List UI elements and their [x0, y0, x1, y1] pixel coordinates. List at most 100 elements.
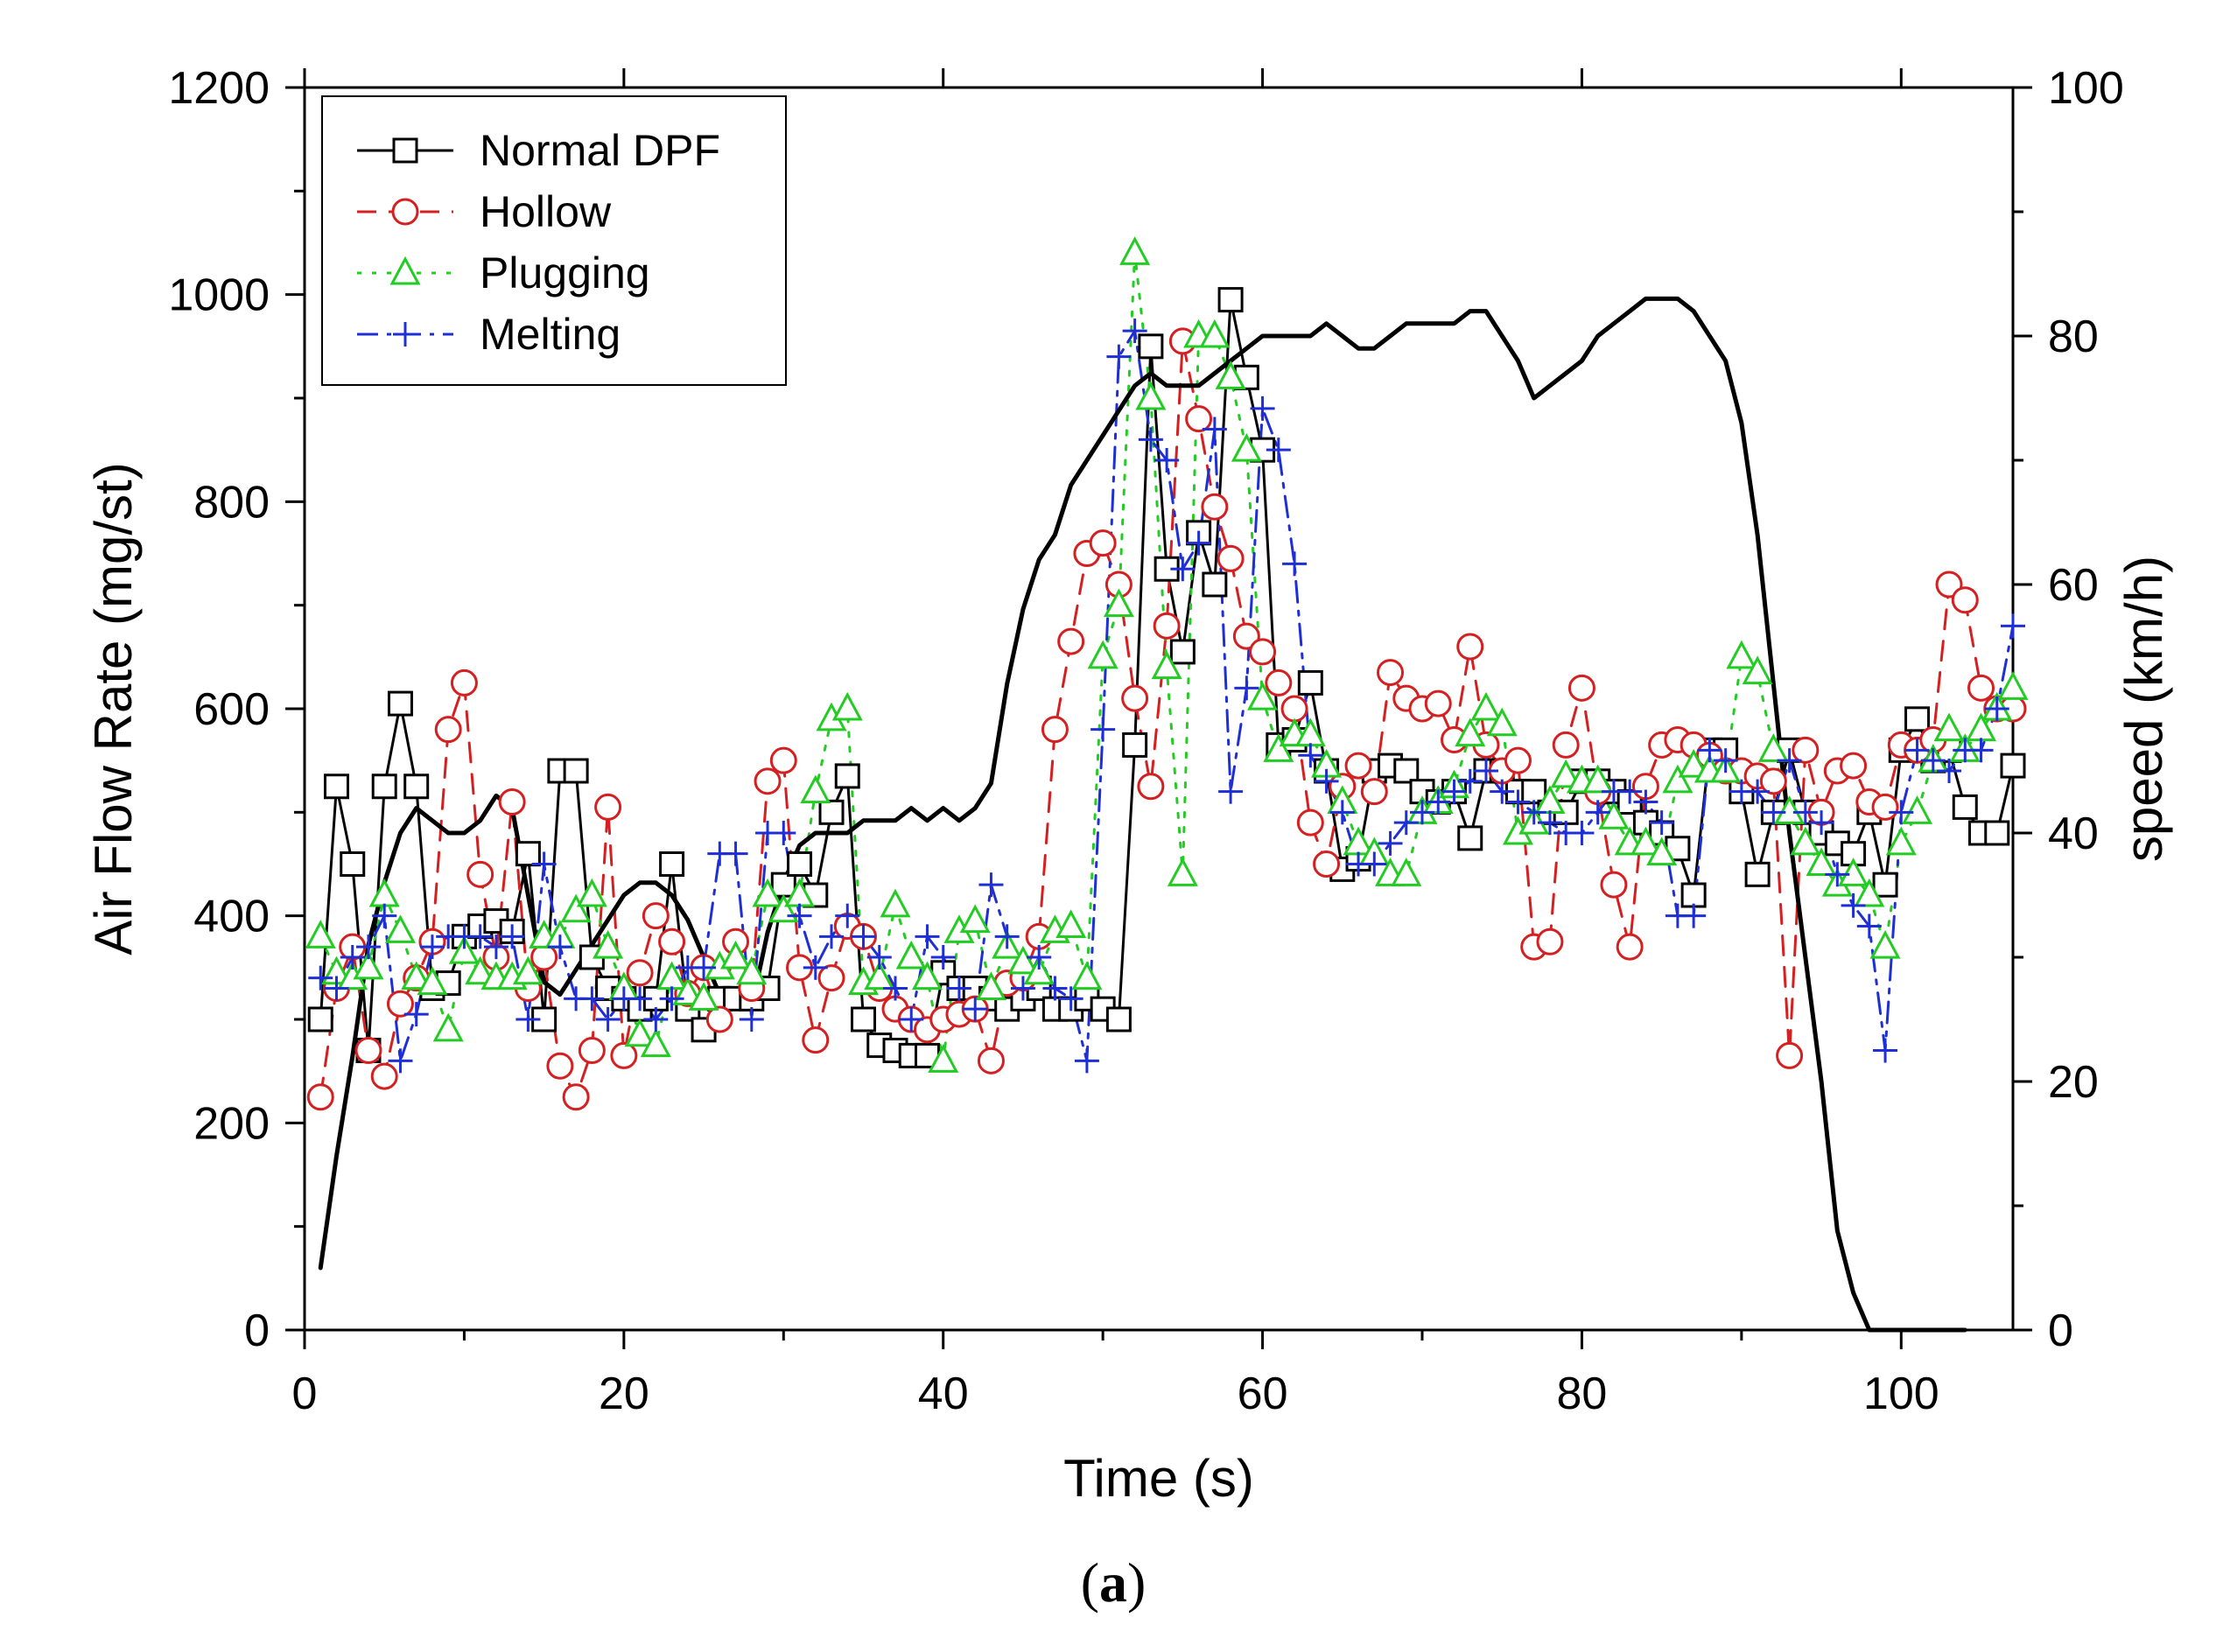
data-point-plugging	[401, 961, 432, 990]
data-point-plugging	[880, 888, 911, 918]
data-point-plugging	[1135, 381, 1167, 410]
data-point-plugging	[864, 961, 895, 990]
data-point-hollow	[1201, 493, 1229, 521]
data-point-hollow	[1217, 544, 1245, 572]
legend-marker-plugging	[389, 256, 421, 285]
data-point-plugging	[1071, 961, 1103, 990]
data-point-melting	[1202, 416, 1227, 442]
data-point-hollow	[1232, 622, 1260, 650]
data-point-hollow	[1935, 570, 1963, 598]
data-point-melting	[1809, 810, 1834, 836]
data-point-hollow	[1792, 736, 1820, 764]
data-point-melting	[1122, 318, 1147, 344]
data-point-plugging	[384, 914, 416, 943]
data-point-plugging	[959, 904, 991, 934]
data-point-normal-dpf	[851, 1006, 877, 1032]
data-point-plugging	[576, 878, 607, 907]
data-point-normal-dpf	[1984, 820, 2010, 846]
data-point-plugging	[1023, 956, 1055, 985]
data-point-melting	[1617, 779, 1643, 804]
y-left-tick-label: 1000	[168, 270, 270, 321]
data-point-plugging	[800, 774, 831, 804]
data-point-melting	[866, 945, 892, 970]
data-point-hollow	[610, 1041, 638, 1069]
data-point-melting	[978, 872, 1004, 898]
data-point-normal-dpf	[340, 851, 366, 877]
data-point-melting	[628, 986, 653, 1012]
y-left-tick-label: 400	[193, 892, 270, 942]
data-point-plugging	[353, 950, 384, 980]
data-point-plugging	[1550, 759, 1581, 788]
data-point-hollow	[1344, 752, 1372, 780]
data-point-melting	[691, 955, 717, 980]
data-point-hollow	[562, 1083, 590, 1111]
data-point-normal-dpf	[770, 872, 796, 898]
data-point-melting	[1314, 768, 1339, 794]
data-point-plugging	[1933, 712, 1965, 742]
data-point-melting	[403, 1002, 429, 1027]
data-point-hollow	[642, 902, 670, 930]
data-point-plugging	[1774, 795, 1806, 824]
y-right-tick-label: 40	[2048, 808, 2099, 859]
data-point-hollow	[1840, 752, 1868, 780]
data-point-normal-dpf	[2000, 752, 2026, 779]
data-point-melting	[819, 924, 845, 949]
y-right-axis-title: speed (km/h)	[2114, 556, 2173, 862]
y-left-tick-label: 0	[244, 1306, 270, 1356]
data-point-melting	[595, 1007, 621, 1032]
data-point-hollow	[1536, 928, 1564, 956]
data-point-plugging	[465, 956, 496, 985]
data-point-plugging	[1598, 801, 1630, 830]
data-point-plugging	[975, 971, 1006, 1000]
data-point-hollow	[578, 1037, 606, 1064]
data-point-plugging	[1582, 764, 1614, 794]
data-point-hollow	[370, 1062, 398, 1090]
data-point-hollow	[498, 788, 526, 816]
data-point-hollow	[1951, 586, 1979, 614]
data-point-plugging	[1215, 360, 1246, 389]
data-point-normal-dpf	[403, 774, 430, 800]
data-point-melting	[531, 851, 557, 877]
data-point-melting	[882, 976, 908, 1001]
data-point-plugging	[305, 920, 336, 948]
data-point-melting	[899, 1007, 924, 1032]
data-point-melting	[1537, 810, 1562, 836]
data-point-hollow	[1377, 659, 1405, 687]
panel-label-letter: a	[1099, 1551, 1127, 1614]
data-point-plugging	[831, 691, 863, 721]
data-point-melting	[1920, 748, 1946, 774]
data-point-melting	[1792, 800, 1818, 825]
data-point-melting	[1457, 768, 1483, 794]
y-left-tick-label: 600	[193, 684, 270, 735]
data-point-plugging	[1757, 733, 1789, 762]
data-point-hollow	[1313, 850, 1341, 878]
data-point-melting	[1042, 976, 1068, 1001]
data-point-plugging	[1470, 691, 1502, 721]
data-point-normal-dpf	[1105, 1006, 1132, 1032]
data-point-hollow	[386, 990, 414, 1018]
data-point-melting	[739, 1007, 764, 1032]
data-point-normal-dpf	[1904, 706, 1931, 732]
y-right-tick-label: 60	[2048, 560, 2099, 611]
data-point-melting	[308, 965, 333, 990]
data-point-hollow	[1616, 933, 1644, 961]
data-point-plugging	[432, 1012, 464, 1042]
data-point-melting	[1138, 427, 1163, 452]
data-point-melting	[467, 924, 493, 949]
legend-label-plugging: Plugging	[480, 248, 650, 298]
data-point-plugging	[512, 956, 543, 985]
data-point-melting	[1154, 448, 1180, 472]
data-point-hollow	[594, 793, 622, 821]
data-point-plugging	[720, 940, 752, 970]
data-point-hollow	[1567, 674, 1595, 702]
data-point-melting	[500, 924, 525, 949]
panel-label-open: (	[1081, 1551, 1099, 1614]
data-point-normal-dpf	[818, 799, 845, 825]
data-point-normal-dpf	[1393, 758, 1420, 784]
data-point-hollow	[1185, 405, 1213, 433]
data-point-hollow	[1600, 871, 1628, 899]
data-point-melting	[1106, 344, 1132, 369]
x-axis-title: Time (s)	[1063, 1449, 1254, 1508]
data-point-normal-dpf	[1872, 872, 1898, 898]
data-point-hollow	[705, 1005, 733, 1033]
